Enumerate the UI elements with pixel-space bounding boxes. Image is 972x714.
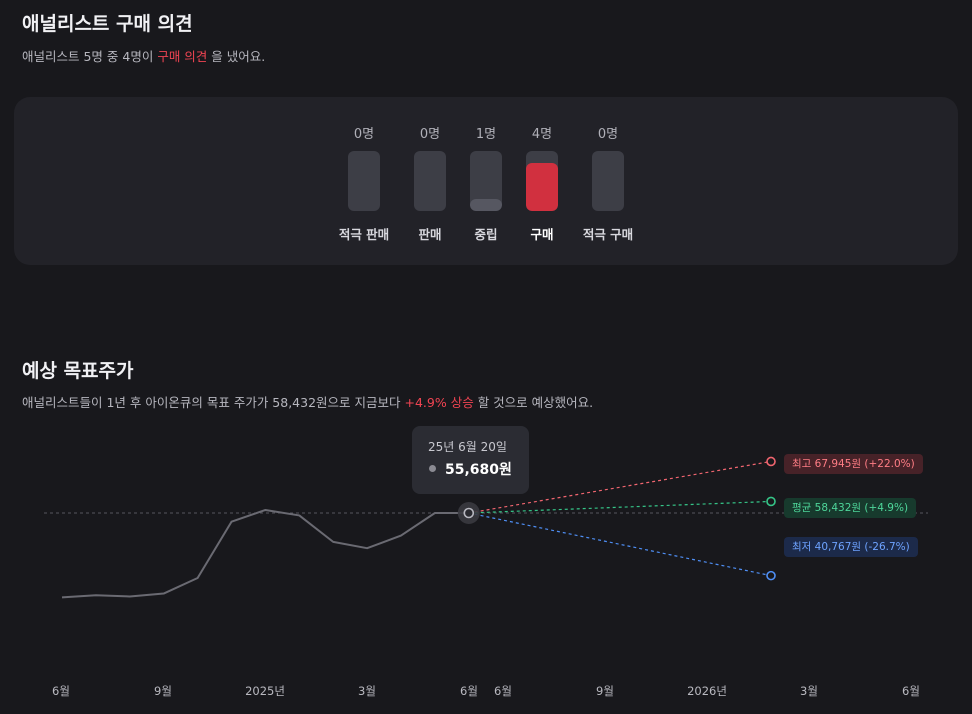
subtitle-text-end: 을 냈어요. [211, 49, 266, 64]
vote-neutral: 1명 중립 [460, 97, 512, 265]
x-tick-label: 6월 [902, 684, 920, 698]
vote-sell: 0명 판매 [404, 97, 456, 265]
x-tick-label: 2025년 [245, 684, 285, 698]
vote-bar [470, 151, 502, 211]
vote-count: 0명 [353, 127, 375, 142]
vote-label: 판매 [418, 227, 442, 242]
vote-bar-fill [470, 199, 502, 211]
projection-avg-dot [766, 496, 776, 507]
subtitle-text: 애널리스트들이 1년 후 아이온큐의 목표 주가가 58,432원으로 지금보다 [22, 395, 401, 410]
tooltip-dot-icon [429, 465, 436, 472]
vote-count: 0명 [597, 127, 619, 142]
vote-count: 0명 [419, 127, 441, 142]
current-point-dot [463, 507, 475, 519]
price-chart[interactable] [0, 420, 972, 680]
x-tick-label: 3월 [358, 684, 376, 698]
x-tick-label: 6월 [494, 684, 512, 698]
vote-bar [526, 151, 558, 211]
vote-count: 1명 [475, 127, 497, 142]
vote-buy: 4명 구매 [516, 97, 568, 265]
vote-label: 적극 구매 [582, 227, 634, 242]
projection-min-dot [766, 570, 776, 581]
x-tick-label: 9월 [596, 684, 614, 698]
x-tick-label: 6월 [460, 684, 478, 698]
subtitle-highlight: +4.9% 상승 [404, 395, 474, 410]
vote-bar-fill [526, 163, 558, 211]
vote-label: 중립 [474, 227, 498, 242]
projection-avg-line [468, 500, 772, 514]
vote-count: 4명 [531, 127, 553, 142]
vote-strong-sell: 0명 적극 판매 [338, 97, 390, 265]
analyst-opinion-subtitle: 애널리스트 5명 중 4명이 구매 의견 을 냈어요. [22, 46, 265, 65]
x-tick-label: 9월 [154, 684, 172, 698]
vote-label: 적극 판매 [338, 227, 390, 242]
x-tick-label: 3월 [800, 684, 818, 698]
vote-label: 구매 [530, 227, 554, 242]
subtitle-text: 애널리스트 5명 중 4명이 [22, 49, 154, 64]
chart-tooltip: 25년 6월 20일 55,680원 [412, 426, 529, 494]
tooltip-date: 25년 6월 20일 [428, 440, 507, 454]
vote-bar [348, 151, 380, 211]
x-tick-label: 2026년 [687, 684, 727, 698]
tooltip-value: 55,680원 [445, 462, 512, 478]
opinion-panel: 0명 적극 판매 0명 판매 1명 중립 4명 구매 0명 적극 구매 [14, 97, 958, 265]
subtitle-highlight: 구매 의견 [157, 49, 208, 64]
price-history-line [61, 508, 469, 599]
vote-strong-buy: 0명 적극 구매 [576, 97, 640, 265]
vote-bar [414, 151, 446, 211]
x-tick-label: 6월 [52, 684, 70, 698]
target-price-subtitle: 애널리스트들이 1년 후 아이온큐의 목표 주가가 58,432원으로 지금보다… [22, 392, 593, 411]
target-min-tag: 최저 40,767원 (-26.7%) [784, 537, 918, 557]
projection-min-line [468, 512, 772, 577]
projection-max-dot [766, 456, 776, 467]
target-price-title: 예상 목표주가 [22, 360, 134, 382]
subtitle-text-end: 할 것으로 예상했어요. [477, 395, 594, 410]
target-max-tag: 최고 67,945원 (+22.0%) [784, 454, 923, 474]
target-avg-tag: 평균 58,432원 (+4.9%) [784, 498, 917, 518]
analyst-opinion-title: 애널리스트 구매 의견 [22, 13, 193, 35]
vote-bar [592, 151, 624, 211]
